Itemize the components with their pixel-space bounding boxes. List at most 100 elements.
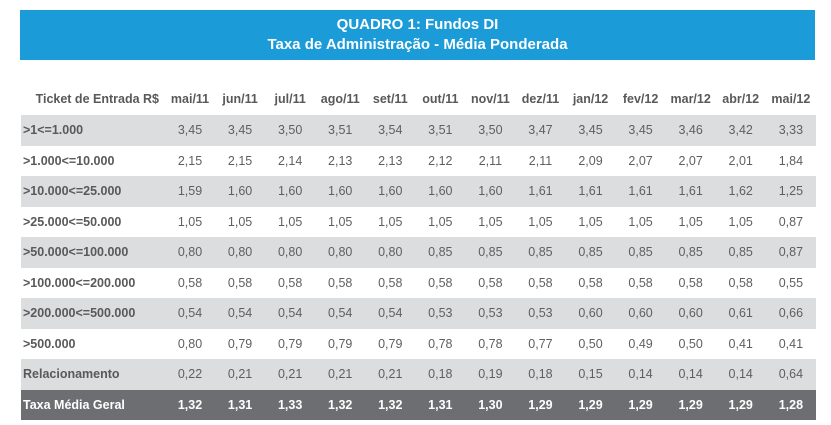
value-cell: 1,60 bbox=[265, 176, 316, 207]
value-cell: 0,58 bbox=[628, 275, 653, 290]
value-cell: 1,84 bbox=[778, 153, 804, 168]
value-cell: 1,05 bbox=[428, 214, 453, 229]
value-cell: 0,85 bbox=[515, 237, 566, 268]
value-cell: 0,21 bbox=[215, 359, 266, 390]
value-cell: 0,58 bbox=[177, 275, 203, 290]
value-cell: 3,45 bbox=[165, 115, 216, 146]
value-cell: 1,59 bbox=[165, 176, 216, 207]
row-label: >200.000<=500.000 bbox=[21, 298, 165, 329]
value-cell: 3,46 bbox=[665, 115, 716, 146]
value-cell: 2,01 bbox=[728, 153, 753, 168]
value-cell: 1,05 bbox=[478, 214, 503, 229]
column-header-ticket: Ticket de Entrada R$ bbox=[35, 91, 159, 106]
value-cell: 0,54 bbox=[265, 298, 316, 329]
value-cell: 1,29 bbox=[615, 389, 666, 420]
value-cell: 0,58 bbox=[328, 275, 353, 290]
value-cell: 0,58 bbox=[578, 275, 603, 290]
row-label: Taxa Média Geral bbox=[21, 389, 165, 420]
row-label: Relacionamento bbox=[21, 359, 165, 390]
value-cell: 0,50 bbox=[578, 336, 603, 351]
value-cell: 0,54 bbox=[215, 298, 266, 329]
value-cell: 2,07 bbox=[628, 153, 653, 168]
value-cell: 1,61 bbox=[565, 176, 616, 207]
value-cell: 2,11 bbox=[528, 153, 553, 168]
value-cell: 0,49 bbox=[628, 336, 653, 351]
value-cell: 0,87 bbox=[765, 237, 816, 268]
value-cell: 1,29 bbox=[515, 389, 566, 420]
value-cell: 0,58 bbox=[428, 275, 453, 290]
title-line-1: QUADRO 1: Fundos DI bbox=[336, 16, 499, 33]
value-cell: 0,21 bbox=[315, 359, 366, 390]
row-label: >1<=1.000 bbox=[21, 115, 165, 146]
value-cell: 3,33 bbox=[765, 115, 816, 146]
table-row: >100.000<=200.000 0,58 0,58 0,58 0,58 0,58 0,5… bbox=[21, 268, 816, 299]
row-label: >50.000<=100.000 bbox=[21, 237, 165, 268]
table-row: >500.000 0,80 0,79 0,79 0,79 0,79 0,78 0,78 0,77… bbox=[21, 329, 816, 360]
value-cell: 1,29 bbox=[665, 389, 716, 420]
value-cell: 1,61 bbox=[615, 176, 666, 207]
value-cell: 0,78 bbox=[478, 336, 503, 351]
value-cell: 0,80 bbox=[165, 237, 216, 268]
value-cell: 1,29 bbox=[565, 389, 616, 420]
value-cell: 0,78 bbox=[428, 336, 453, 351]
value-cell: 1,60 bbox=[215, 176, 266, 207]
value-cell: 0,80 bbox=[365, 237, 416, 268]
table-row: >1<=1.000 3,45 3,45 3,50 3,51 3,54 3,51 3,50 3,4… bbox=[21, 115, 816, 146]
column-header-month: ago/11 bbox=[320, 91, 360, 106]
value-cell: 1,32 bbox=[365, 389, 416, 420]
value-cell: 0,14 bbox=[715, 359, 766, 390]
value-cell: 0,87 bbox=[778, 214, 804, 229]
value-cell: 3,45 bbox=[615, 115, 666, 146]
value-cell: 2,11 bbox=[478, 153, 503, 168]
value-cell: 0,79 bbox=[378, 336, 403, 351]
value-cell: 0,85 bbox=[615, 237, 666, 268]
header-row: Ticket de Entrada R$ mai/11 jun/11 jul/11 ag… bbox=[21, 82, 816, 115]
value-cell: 0,61 bbox=[715, 298, 766, 329]
value-cell: 0,58 bbox=[227, 275, 253, 290]
table-row: >1.000<=10.000 2,15 2,15 2,14 2,13 2,13 2,12 2,… bbox=[21, 146, 816, 177]
value-cell: 0,22 bbox=[165, 359, 216, 390]
value-cell: 1,60 bbox=[315, 176, 366, 207]
column-header-month: mai/11 bbox=[170, 91, 210, 106]
value-cell: 0,58 bbox=[728, 275, 753, 290]
value-cell: 0,41 bbox=[728, 336, 753, 351]
value-cell: 0,14 bbox=[665, 359, 716, 390]
value-cell: 1,61 bbox=[665, 176, 716, 207]
value-cell: 0,77 bbox=[528, 336, 553, 351]
value-cell: 1,05 bbox=[528, 214, 553, 229]
value-cell: 0,54 bbox=[365, 298, 416, 329]
value-cell: 1,05 bbox=[728, 214, 753, 229]
title-line-2: Taxa de Administração - Média Ponderada bbox=[267, 36, 568, 53]
value-cell: 0,79 bbox=[227, 336, 253, 351]
table-row: >50.000<=100.000 0,80 0,80 0,80 0,80 0,80 0,85… bbox=[21, 237, 816, 268]
table-row: Relacionamento 0,22 0,21 0,21 0,21 0,21 0,18 0,… bbox=[21, 359, 816, 390]
value-cell: 0,53 bbox=[515, 298, 566, 329]
value-cell: 0,85 bbox=[665, 237, 716, 268]
table-row: >10.000<=25.000 1,59 1,60 1,60 1,60 1,60 1,60 1… bbox=[21, 176, 816, 207]
table-row: >200.000<=500.000 0,54 0,54 0,54 0,54 0,54 0,5… bbox=[21, 298, 816, 329]
value-cell: 0,80 bbox=[177, 336, 203, 351]
value-cell: 1,60 bbox=[365, 176, 416, 207]
value-cell: 0,58 bbox=[678, 275, 703, 290]
value-cell: 1,28 bbox=[765, 389, 816, 420]
value-cell: 3,45 bbox=[215, 115, 266, 146]
value-cell: 0,85 bbox=[565, 237, 616, 268]
value-cell: 0,64 bbox=[765, 359, 816, 390]
value-cell: 1,61 bbox=[515, 176, 566, 207]
value-cell: 2,15 bbox=[177, 153, 203, 168]
value-cell: 1,60 bbox=[415, 176, 466, 207]
value-cell: 2,07 bbox=[678, 153, 703, 168]
value-cell: 1,31 bbox=[215, 389, 266, 420]
value-cell: 0,85 bbox=[715, 237, 766, 268]
value-cell: 1,05 bbox=[578, 214, 603, 229]
column-header-month: mar/12 bbox=[670, 91, 711, 106]
value-cell: 1,33 bbox=[265, 389, 316, 420]
column-header-month: abr/12 bbox=[722, 91, 760, 106]
value-cell: 0,80 bbox=[215, 237, 266, 268]
column-header-month: dez/11 bbox=[521, 91, 560, 106]
value-cell: 0,60 bbox=[565, 298, 616, 329]
value-cell: 0,66 bbox=[765, 298, 816, 329]
value-cell: 3,54 bbox=[365, 115, 416, 146]
value-cell: 0,60 bbox=[665, 298, 716, 329]
row-label: >10.000<=25.000 bbox=[21, 176, 165, 207]
